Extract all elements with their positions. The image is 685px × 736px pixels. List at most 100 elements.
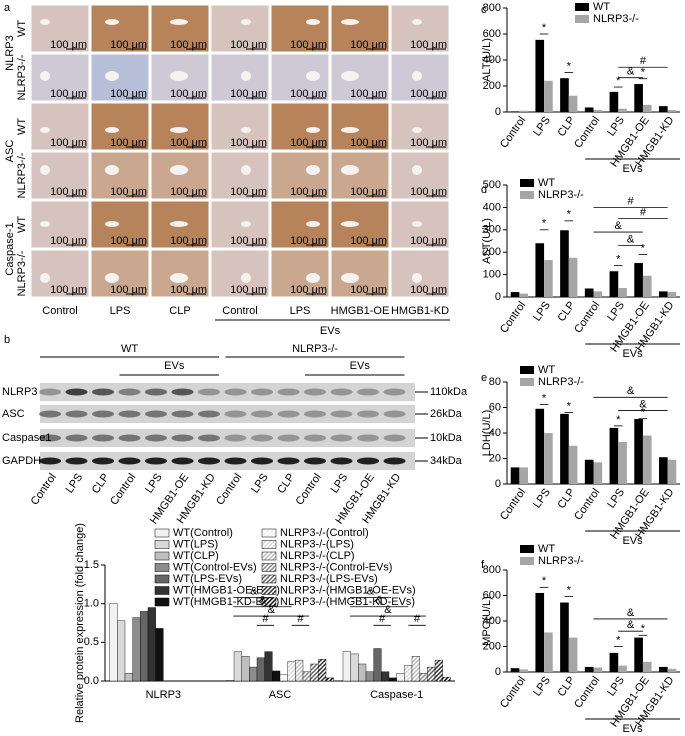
bar — [132, 617, 141, 682]
bar — [404, 665, 413, 682]
vessel — [241, 19, 251, 25]
legend-swatch — [520, 557, 534, 565]
bar — [618, 288, 627, 297]
bar — [535, 39, 545, 112]
y-tick-label: 0 — [495, 106, 501, 118]
legend-label: WT(CLP) — [173, 550, 219, 562]
x-tick-label: CLP — [556, 675, 578, 699]
y-tick-label: 40 — [489, 427, 501, 439]
bar — [634, 84, 643, 112]
bar — [642, 661, 652, 672]
vessel — [40, 221, 50, 227]
legend-label: NLRP3-/-(Control-EVs) — [280, 561, 392, 573]
bar — [419, 673, 428, 682]
blot-band — [39, 457, 61, 465]
bar — [667, 668, 677, 672]
bar — [584, 288, 594, 297]
vessel — [105, 221, 119, 227]
significance-mark: * — [616, 414, 621, 426]
row-marker: ASC — [4, 140, 16, 163]
protein-label: NLRP3 — [2, 386, 37, 398]
y-tick-label: 800 — [483, 564, 501, 576]
blot-band — [145, 434, 167, 442]
x-tick-label: LPS — [531, 115, 553, 139]
significance-mark: # — [297, 613, 304, 625]
scale-bar-label: 100 μm — [50, 235, 87, 247]
blot-band — [171, 457, 194, 465]
column-label: CLP — [169, 305, 190, 317]
bar — [560, 78, 569, 112]
y-tick-label: 200 — [483, 80, 501, 92]
vessel — [306, 127, 320, 133]
y-tick-label: 0 — [495, 666, 501, 678]
legend-swatch — [261, 551, 277, 561]
size-label: 34kDa — [430, 455, 463, 467]
vessel — [412, 127, 422, 133]
scale-bar-label: 100 μm — [170, 88, 207, 100]
bar — [519, 110, 529, 112]
micrograph — [330, 151, 390, 200]
bar — [396, 673, 405, 682]
blot-band — [65, 434, 88, 442]
micrograph — [30, 102, 90, 151]
bar — [634, 637, 643, 672]
bar — [264, 651, 273, 682]
vessel — [412, 273, 422, 283]
bar — [658, 666, 668, 672]
bar — [381, 671, 390, 682]
y-tick-label: 100 — [483, 269, 501, 281]
x-tick-label: LPS — [531, 675, 553, 699]
blot-band — [118, 410, 141, 418]
significance-mark: * — [567, 209, 572, 221]
vessel — [40, 165, 50, 175]
bar — [593, 462, 603, 484]
vessel — [105, 273, 119, 283]
legend-label: NLRP3-/- — [538, 189, 584, 201]
micrograph — [330, 4, 390, 53]
y-tick-label: 500 — [483, 179, 501, 191]
legend-swatch — [261, 528, 277, 538]
bar — [593, 667, 603, 672]
bar — [560, 230, 569, 297]
vessel — [306, 71, 320, 81]
bar — [560, 413, 569, 484]
vessel — [105, 165, 119, 175]
bar — [434, 659, 443, 682]
vessel — [241, 165, 251, 175]
micrograph — [390, 53, 450, 102]
blot-band — [92, 434, 114, 442]
significance-mark: & — [627, 66, 635, 78]
x-tick-label: Control — [498, 300, 528, 336]
bar — [642, 104, 652, 112]
scale-bar-label: 100 μm — [410, 88, 447, 100]
blot-band — [65, 388, 88, 396]
size-label: 10kDa — [430, 432, 463, 444]
column-label: HMGB1-OE — [331, 305, 390, 317]
blot-band — [251, 388, 273, 396]
bar — [287, 661, 296, 682]
bar — [667, 459, 677, 484]
micrograph — [210, 200, 270, 249]
row-genotype: WT — [16, 216, 28, 233]
lane-label: LPS — [64, 472, 86, 496]
legend-swatch — [520, 366, 534, 374]
significance-mark: # — [628, 195, 635, 207]
micrograph — [330, 102, 390, 151]
blot-band — [118, 388, 141, 396]
significance-mark: & — [268, 604, 276, 616]
legend-label: NLRP3-/- — [593, 13, 639, 25]
micrograph — [150, 151, 210, 200]
vessel — [412, 19, 422, 25]
y-tick-label: 1.0 — [84, 598, 99, 610]
bar — [365, 671, 374, 682]
blot-band — [383, 410, 406, 418]
bar — [634, 262, 643, 297]
significance-mark: * — [542, 575, 547, 587]
panel-label: a — [4, 2, 11, 14]
lane-label: CLP — [90, 472, 112, 496]
vessel — [40, 19, 50, 25]
blot-band — [39, 434, 61, 442]
scale-bar-label: 100 μm — [290, 39, 327, 51]
x-tick-label: ASC — [269, 689, 292, 701]
legend-swatch — [154, 540, 170, 549]
